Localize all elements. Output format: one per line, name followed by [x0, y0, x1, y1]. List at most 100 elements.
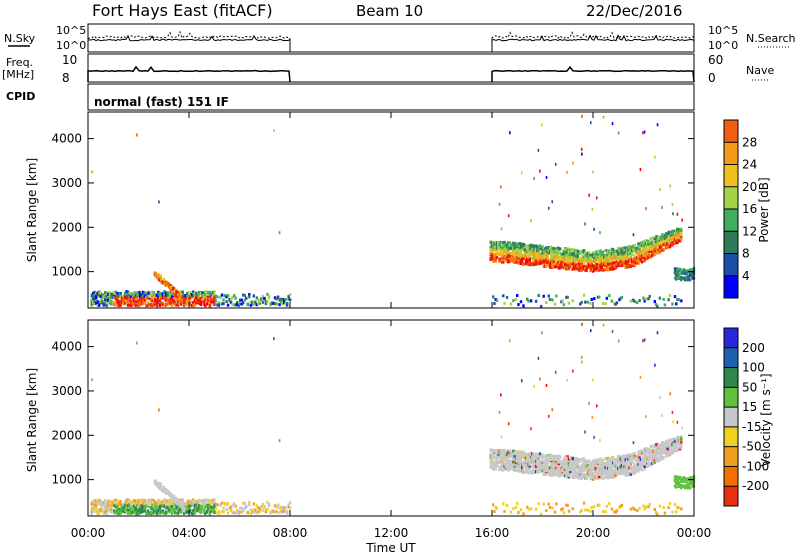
velocity-cell	[528, 471, 532, 475]
colorbar-segment	[724, 209, 738, 232]
velocity-cell	[158, 502, 162, 506]
power-cell	[155, 304, 159, 308]
velocity-cell	[489, 449, 492, 453]
velocity-cell	[576, 459, 579, 463]
velocity-cell	[562, 460, 566, 464]
power-cell	[108, 299, 112, 303]
velocity-cell	[142, 506, 145, 510]
power-cell	[576, 255, 579, 259]
power-cell	[502, 241, 505, 245]
power-cell	[603, 263, 606, 267]
velocity-cell	[593, 476, 596, 480]
velocity-cell	[162, 485, 166, 489]
velocity-cell	[627, 467, 630, 471]
power-cell	[228, 297, 231, 301]
velocity-cell	[562, 470, 566, 474]
power-cell	[242, 293, 245, 297]
velocity-cell	[646, 457, 649, 461]
power-cell	[682, 268, 686, 272]
power-cell	[637, 246, 640, 250]
power-cell	[683, 278, 687, 282]
power-cell	[508, 243, 511, 247]
velocity-cell	[166, 501, 169, 505]
power-cell	[143, 301, 146, 305]
power-cell	[178, 301, 181, 305]
power-cell	[503, 240, 506, 244]
velocity-cell	[577, 476, 581, 480]
power-cell	[173, 303, 177, 307]
power-cell	[211, 298, 215, 302]
power-cell	[634, 261, 638, 265]
velocity-cell	[572, 466, 576, 470]
power-cell	[214, 299, 218, 303]
velocity-cell	[637, 462, 640, 466]
velocity-cell	[604, 474, 607, 478]
velocity-cell	[675, 437, 678, 441]
power-cell	[169, 294, 172, 298]
power-cell	[131, 297, 134, 301]
power-cell	[588, 193, 590, 197]
velocity-cell	[627, 457, 630, 461]
velocity-cell	[565, 467, 568, 471]
power-cell	[632, 244, 635, 248]
velocity-cell	[590, 471, 593, 475]
velocity-cell	[608, 464, 611, 468]
power-cell	[213, 290, 216, 294]
velocity-cell	[664, 444, 668, 448]
power-cell	[128, 298, 131, 302]
velocity-cell	[598, 472, 601, 476]
power-cell	[656, 251, 659, 255]
velocity-cell	[580, 476, 583, 480]
velocity-cell	[543, 471, 547, 475]
velocity-cell	[514, 505, 518, 509]
velocity-cell	[524, 467, 528, 471]
power-cell	[561, 255, 564, 259]
power-cell	[517, 256, 520, 260]
velocity-cell	[273, 504, 277, 508]
power-cell	[157, 300, 160, 304]
velocity-cell	[102, 501, 106, 505]
power-cell	[560, 300, 563, 304]
power-cell	[538, 251, 542, 255]
power-cell	[601, 258, 605, 262]
velocity-cell	[490, 448, 494, 452]
power-cell	[673, 267, 677, 271]
power-cell	[199, 298, 203, 302]
power-cell	[158, 296, 162, 300]
velocity-cell	[634, 467, 638, 471]
power-cell	[547, 249, 550, 253]
velocity-cell	[142, 501, 145, 505]
power-cell	[574, 265, 577, 269]
velocity-cell	[96, 508, 99, 512]
velocity-cell	[204, 498, 207, 502]
power-cell	[512, 241, 515, 245]
range-tick-label: 4000	[51, 132, 82, 146]
power-cell	[98, 291, 101, 295]
power-cell	[284, 302, 287, 306]
velocity-cell	[628, 455, 631, 459]
power-cell	[135, 300, 139, 304]
power-cell	[551, 200, 554, 204]
velocity-cell	[213, 501, 216, 505]
power-cell	[591, 269, 595, 273]
power-cell	[531, 253, 534, 257]
velocity-cell	[185, 510, 189, 514]
velocity-cell	[527, 507, 530, 511]
power-cell	[633, 299, 636, 303]
velocity-cell	[98, 511, 101, 515]
power-cell	[110, 292, 113, 296]
velocity-cell	[509, 510, 513, 514]
velocity-cell	[664, 440, 668, 444]
power-cell	[114, 301, 118, 305]
velocity-cell	[622, 465, 625, 469]
velocity-cell	[95, 499, 98, 503]
velocity-cell	[167, 508, 171, 512]
velocity-cell	[653, 453, 656, 457]
velocity-cell	[499, 466, 502, 470]
velocity-cell	[647, 455, 650, 459]
velocity-cell	[593, 435, 595, 439]
power-cell	[598, 268, 601, 272]
power-cell	[622, 249, 625, 253]
velocity-cell	[639, 376, 642, 380]
power-cell	[657, 240, 660, 244]
